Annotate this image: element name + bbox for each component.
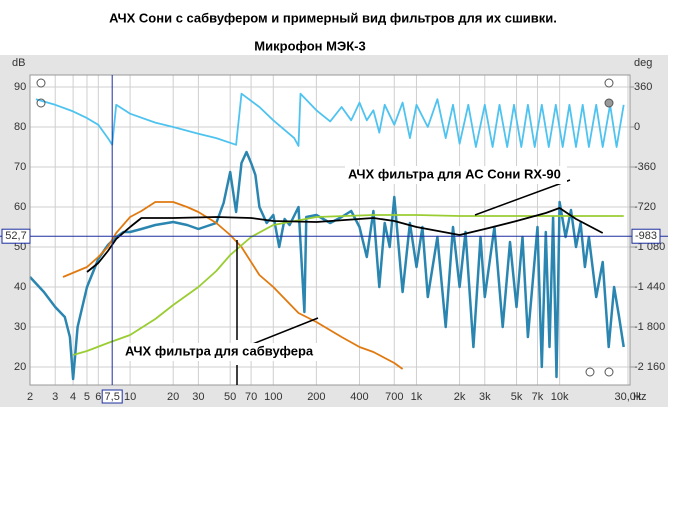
x-tick-label: 200 [307, 391, 325, 403]
series-line [62, 201, 404, 370]
x-tick-label: 30 [192, 391, 204, 403]
y2-tick-label: -1 440 [634, 281, 665, 293]
annotation-arrow [249, 317, 319, 346]
chart-subtitle: Микрофон МЭК-3 [254, 38, 365, 53]
chart-title: АЧХ Сони с сабвуфером и примерный вид фи… [109, 10, 557, 25]
y-tick-label: 30 [14, 321, 26, 333]
x-tick-label: 1k [411, 391, 423, 403]
y-tick-label: 90 [14, 81, 26, 93]
series-line [86, 207, 604, 273]
y2-tick-label: -720 [634, 201, 656, 213]
x-tick-label: 10k [551, 391, 569, 403]
x-tick-label: 700 [385, 391, 403, 403]
annotation-bg [122, 343, 322, 361]
y2-tick-label: -360 [634, 161, 656, 173]
x-tick-label: 20 [167, 391, 179, 403]
cursor-box [101, 389, 123, 404]
cursor-x-label: 7,5 [105, 391, 120, 403]
x-tick-label: 400 [350, 391, 368, 403]
x-tick-label: 2k [454, 391, 466, 403]
y2-tick-label: -1 080 [634, 241, 665, 253]
cursor-y2-label: -983 [635, 230, 657, 242]
x-tick-label: 100 [264, 391, 282, 403]
x-tick-label: 10 [124, 391, 136, 403]
x-axis-label: Hz [633, 391, 646, 403]
series-line [29, 150, 625, 381]
y2-tick-label: 360 [634, 81, 652, 93]
y-tick-label: 60 [14, 201, 26, 213]
y-tick-label: 20 [14, 361, 26, 373]
x-tick-label: 4 [70, 391, 76, 403]
series-line [72, 214, 624, 356]
x-tick-label: 3 [52, 391, 58, 403]
y2-tick-label: -2 160 [634, 361, 665, 373]
zoom-icons [36, 78, 614, 377]
x-tick-label: 30,0k [615, 391, 642, 403]
cursor-y-label: 52,7 [5, 230, 26, 242]
annotation-arrow [474, 179, 571, 216]
x-tick-label: 5 [84, 391, 90, 403]
y2-tick-label: -1 800 [634, 321, 665, 333]
x-tick-label: 5k [511, 391, 523, 403]
x-tick-label: 6 [95, 391, 101, 403]
x-tick-label: 7k [532, 391, 544, 403]
annotation: АЧХ фильтра для АС Сони RX-90 [348, 166, 561, 181]
y-tick-label: 80 [14, 121, 26, 133]
y-tick-label: 50 [14, 241, 26, 253]
annotation-bg [345, 166, 567, 184]
y2-axis-label: deg [634, 57, 652, 69]
series-line [35, 92, 625, 148]
x-tick-label: 50 [224, 391, 236, 403]
annotation: АЧХ фильтра для сабвуфера [125, 343, 314, 358]
x-tick-label: 3k [479, 391, 491, 403]
cursor-box [1, 228, 31, 244]
y2-tick-label: 0 [634, 121, 640, 133]
y-tick-label: 70 [14, 161, 26, 173]
cursor-box [631, 228, 661, 244]
y-tick-label: 40 [14, 281, 26, 293]
series [29, 92, 625, 381]
x-tick-label: 2 [27, 391, 33, 403]
y-axis-label: dB [12, 57, 25, 69]
x-tick-label: 70 [245, 391, 257, 403]
